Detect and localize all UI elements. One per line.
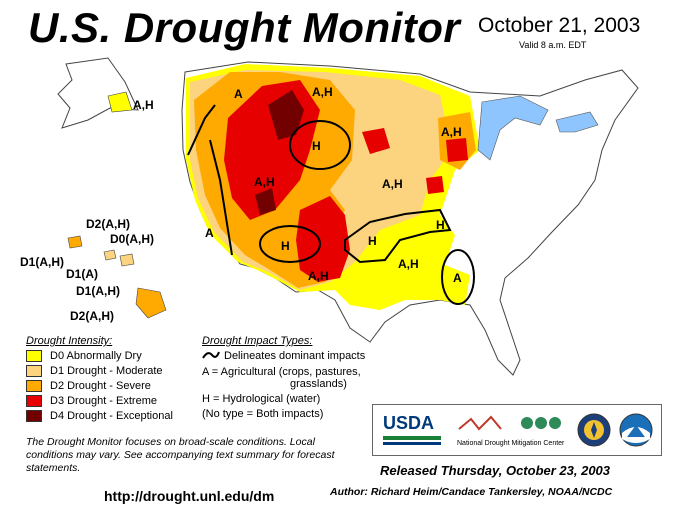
legend-d2: D2 Drought - Severe <box>26 379 151 392</box>
label-hi1: D2(A,H) <box>86 217 130 231</box>
legend-d4: D4 Drought - Exceptional <box>26 409 173 422</box>
label-h-ms: H <box>436 218 445 232</box>
label-h-sw: H <box>281 239 290 253</box>
label-w-a1: A <box>234 87 243 101</box>
impact-a: A = Agricultural (crops, pastures, <box>202 366 361 378</box>
intensity-heading: Drought Intensity: <box>26 335 113 347</box>
impact-none: (No type = Both impacts) <box>202 408 324 420</box>
legend-d4-label: D4 Drought - Exceptional <box>50 409 173 422</box>
impact-line-south <box>344 208 452 264</box>
label-h-tx: H <box>368 234 377 248</box>
url-text: http://drought.unl.edu/dm <box>104 488 275 504</box>
label-a-se: A <box>453 271 462 285</box>
d3-spot2 <box>446 138 468 162</box>
impact-line-west <box>187 104 216 156</box>
alaska <box>57 57 139 129</box>
d3-spot1 <box>362 128 390 154</box>
label-hi3: D1(A,H) <box>20 255 64 269</box>
hawaii-3 <box>119 253 135 267</box>
label-hi5: D1(A,H) <box>76 284 120 298</box>
valid-time: Valid 8 a.m. EDT <box>519 40 587 50</box>
ndmc-icon <box>458 415 561 431</box>
label-hi2: D0(A,H) <box>110 232 154 246</box>
legend-d1-label: D1 Drought - Moderate <box>50 364 163 377</box>
impact-a-se <box>441 249 475 305</box>
label-w-a2: A <box>205 226 214 240</box>
hawaii-big <box>135 287 167 319</box>
impact-h-sw <box>259 225 321 263</box>
label-h-north: H <box>312 139 321 153</box>
impact-h-north <box>289 120 351 170</box>
impact-a2: grasslands) <box>290 378 347 390</box>
impact-line-west2 <box>209 139 233 256</box>
label-ah-plains: A,H <box>382 177 403 191</box>
logo-box: USDA National Drought Mitigation Center <box>372 404 662 456</box>
d3-sw <box>296 196 350 282</box>
swatch-d2 <box>26 379 42 392</box>
label-hi6: D2(A,H) <box>70 309 114 323</box>
alaska-d0 <box>107 91 133 113</box>
legend-d0-label: D0 Abnormally Dry <box>50 349 142 362</box>
label-ah-nm: A,H <box>308 269 329 283</box>
impact-h: H = Hydrological (water) <box>202 393 321 405</box>
author-line: Author: Richard Heim/Candace Tankersley,… <box>330 486 613 498</box>
impact-line-text: Delineates dominant impacts <box>224 350 366 362</box>
swatch-d1 <box>26 364 42 377</box>
d3-spot3 <box>426 176 444 194</box>
ndmc-logo: National Drought Mitigation Center <box>457 413 567 447</box>
legend-d3-label: D3 Drought - Extreme <box>50 394 157 407</box>
noaa-logo-icon <box>619 413 653 447</box>
doc-seal-icon <box>577 413 611 447</box>
label-hi4: D1(A) <box>66 267 98 281</box>
usda-logo: USDA <box>383 413 441 447</box>
impact-heading: Drought Impact Types: <box>202 335 313 347</box>
label-alaska: A,H <box>133 98 154 112</box>
hawaii-1 <box>67 235 83 249</box>
legend-d0: D0 Abnormally Dry <box>26 349 142 362</box>
impact-line-icon <box>202 351 220 359</box>
map-title: U.S. Drought Monitor <box>28 4 461 51</box>
legend-d1: D1 Drought - Moderate <box>26 364 163 377</box>
label-ah-gl: A,H <box>441 125 462 139</box>
hawaii-2 <box>103 249 117 261</box>
release-date: Released Thursday, October 23, 2003 <box>380 463 611 478</box>
label-nw-ah: A,H <box>312 85 333 99</box>
d4-area2 <box>255 188 276 215</box>
d4-area <box>268 90 304 140</box>
swatch-d3 <box>26 394 42 407</box>
swatch-d4 <box>26 409 42 422</box>
swatch-d0 <box>26 349 42 362</box>
label-ah-south: A,H <box>398 257 419 271</box>
great-lakes <box>477 95 599 161</box>
label-ah-mid: A,H <box>254 175 275 189</box>
legend-d3: D3 Drought - Extreme <box>26 394 157 407</box>
legend-d2-label: D2 Drought - Severe <box>50 379 151 392</box>
note-text: The Drought Monitor focuses on broad-sca… <box>26 436 335 474</box>
map-date: October 21, 2003 <box>478 14 641 37</box>
